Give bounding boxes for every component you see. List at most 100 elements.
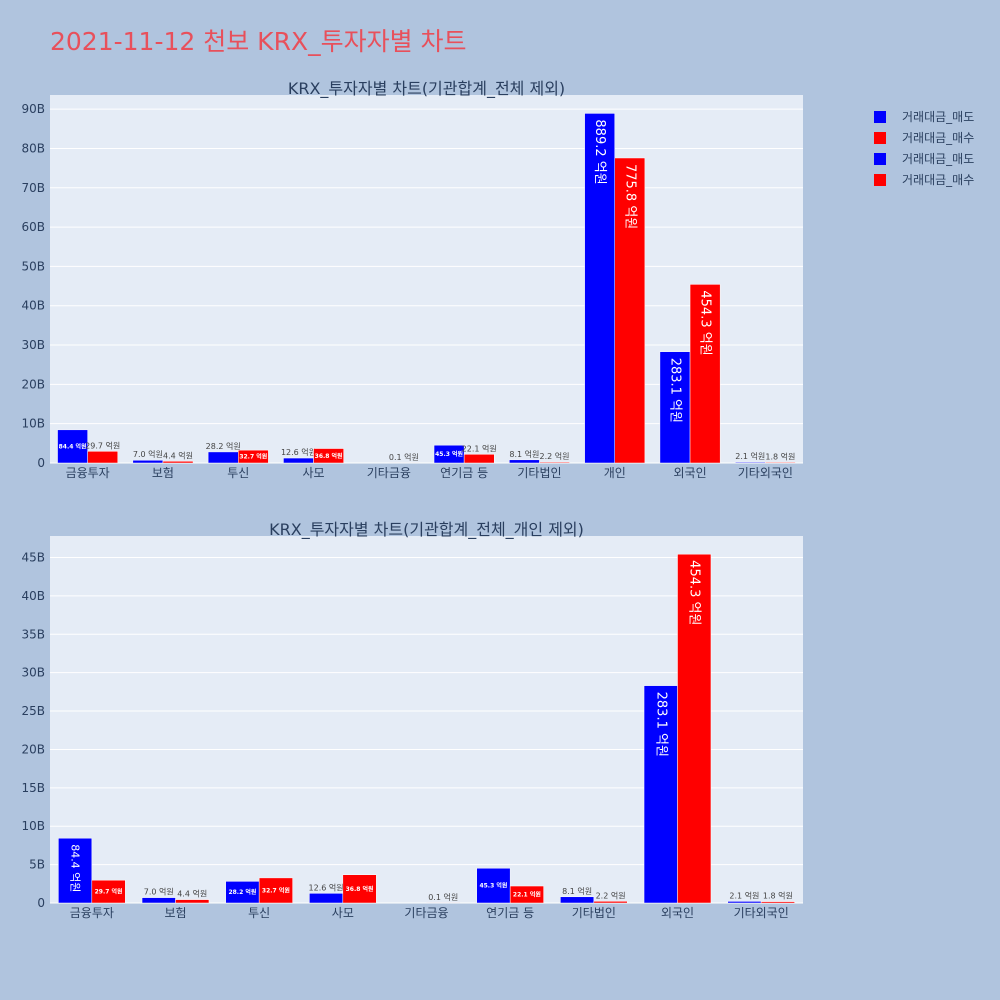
data-label: 2.2 억원 — [596, 890, 626, 900]
bar-sell — [57, 429, 88, 464]
x-tick-label: 기타외국인 — [738, 466, 793, 480]
data-label: 45.3 억원 — [435, 450, 463, 458]
data-label: 8.1 억원 — [562, 886, 592, 896]
legend-item[interactable]: 거래대금_매수 — [874, 127, 974, 148]
data-label: 7.0 억원 — [133, 449, 163, 459]
data-label: 45.3 억원 — [479, 882, 507, 890]
y-tick-label: 50B — [21, 259, 45, 273]
bar-buy — [162, 461, 194, 464]
bar-buy — [258, 877, 293, 904]
data-label: 36.8 억원 — [315, 452, 343, 460]
data-label: 29.7 억원 — [85, 440, 120, 450]
legend-label: 거래대금_매도 — [902, 152, 975, 166]
legend-swatch — [874, 152, 886, 165]
bar-buy — [614, 157, 646, 464]
bar-sell — [309, 893, 344, 904]
bar-sell — [560, 896, 595, 904]
legend-label: 거래대금_매수 — [902, 173, 975, 187]
x-tick-label: 기타법인 — [517, 466, 561, 480]
data-label: 4.4 억원 — [163, 450, 193, 460]
y-tick-label: 20B — [21, 377, 45, 391]
data-label: 7.0 억원 — [144, 887, 174, 897]
legend-item[interactable]: 거래대금_매도 — [874, 148, 974, 169]
bar-buy — [593, 901, 628, 904]
x-tick-label: 기타금융 — [367, 466, 411, 480]
data-label: 28.2 억원 — [228, 888, 256, 896]
data-label: 12.6 억원 — [281, 447, 316, 457]
data-label: 2.2 억원 — [540, 451, 570, 461]
x-tick-label: 기타금융 — [404, 906, 448, 920]
bar-sell — [283, 457, 314, 464]
data-label: 283.1 억원 — [653, 692, 668, 757]
y-tick-label: 30B — [21, 666, 45, 680]
chart-title: KRX_투자자별 차트(기관합계_전체 제외) — [288, 79, 565, 99]
data-label: 12.6 억원 — [309, 882, 344, 892]
bar-sell — [58, 837, 93, 904]
y-tick-label: 90B — [21, 102, 45, 116]
y-tick-label: 10B — [21, 819, 45, 833]
data-label: 0.1 억원 — [428, 892, 458, 902]
x-tick-label: 연기금 등 — [486, 906, 534, 920]
x-tick-label: 외국인 — [661, 906, 694, 920]
y-tick-label: 0 — [37, 456, 45, 470]
bar-sell — [207, 451, 239, 464]
y-tick-label: 25B — [21, 704, 45, 718]
y-tick-label: 30B — [21, 338, 45, 352]
bar-buy — [238, 449, 269, 464]
x-tick-label: 금융투자 — [70, 906, 114, 920]
bar-sell — [476, 867, 511, 904]
legend-label: 거래대금_매수 — [902, 131, 975, 145]
bar-buy — [509, 885, 544, 904]
bar-buy — [539, 461, 570, 464]
data-label: 84.4 억원 — [69, 844, 82, 892]
y-tick-label: 10B — [21, 417, 45, 431]
data-label: 32.7 억원 — [239, 453, 267, 461]
bar-buy — [677, 553, 712, 904]
bar-sell — [727, 901, 762, 904]
bar-sell — [643, 685, 678, 904]
y-tick-label: 35B — [21, 627, 45, 641]
x-tick-label: 투신 — [248, 906, 270, 920]
legend-item[interactable]: 거래대금_매도 — [874, 106, 974, 127]
data-label: 1.8 억원 — [765, 451, 795, 461]
y-tick-label: 70B — [21, 181, 45, 195]
y-tick-label: 40B — [21, 299, 45, 313]
bar-buy — [91, 879, 126, 904]
data-label: 283.1 억원 — [667, 358, 682, 423]
data-label: 0.1 억원 — [389, 452, 419, 462]
bar-buy — [313, 448, 344, 464]
data-label: 29.7 억원 — [95, 888, 123, 896]
bar-buy — [463, 454, 495, 464]
legend-swatch — [874, 131, 886, 144]
data-label: 32.7 억원 — [262, 886, 290, 894]
y-tick-label: 5B — [29, 858, 45, 872]
data-label: 84.4 억원 — [59, 442, 87, 450]
data-label: 775.8 억원 — [622, 164, 637, 229]
data-label: 4.4 억원 — [177, 889, 207, 899]
bar-sell — [509, 459, 540, 464]
data-label: 454.3 억원 — [687, 560, 702, 625]
legend-swatch — [874, 173, 886, 186]
page-title: 2021-11-12 천보 KRX_투자자별 차트 — [50, 27, 467, 56]
x-tick-label: 투신 — [227, 466, 249, 480]
x-tick-label: 보험 — [164, 906, 186, 920]
bar-buy — [689, 284, 721, 464]
x-tick-label: 외국인 — [673, 466, 706, 480]
chart-title: KRX_투자자별 차트(기관합계_전체_개인 제외) — [269, 520, 584, 540]
x-tick-label: 금융투자 — [66, 466, 110, 480]
bar-buy — [765, 462, 796, 464]
bar-sell — [734, 461, 766, 464]
legend-swatch — [874, 110, 886, 123]
data-label: 1.8 억원 — [763, 891, 793, 901]
bar-sell — [659, 351, 691, 464]
legend-label: 거래대금_매도 — [902, 110, 975, 124]
bar-sell — [584, 113, 616, 464]
y-tick-label: 60B — [21, 220, 45, 234]
x-tick-label: 보험 — [152, 466, 174, 480]
data-label: 28.2 억원 — [206, 441, 241, 451]
data-label: 36.8 억원 — [346, 885, 374, 893]
legend[interactable]: 거래대금_매도 거래대금_매수 거래대금_매도 거래대금_매수 — [874, 106, 974, 190]
bar-buy — [342, 874, 377, 904]
data-label: 454.3 억원 — [698, 290, 713, 355]
legend-item[interactable]: 거래대금_매수 — [874, 169, 974, 190]
